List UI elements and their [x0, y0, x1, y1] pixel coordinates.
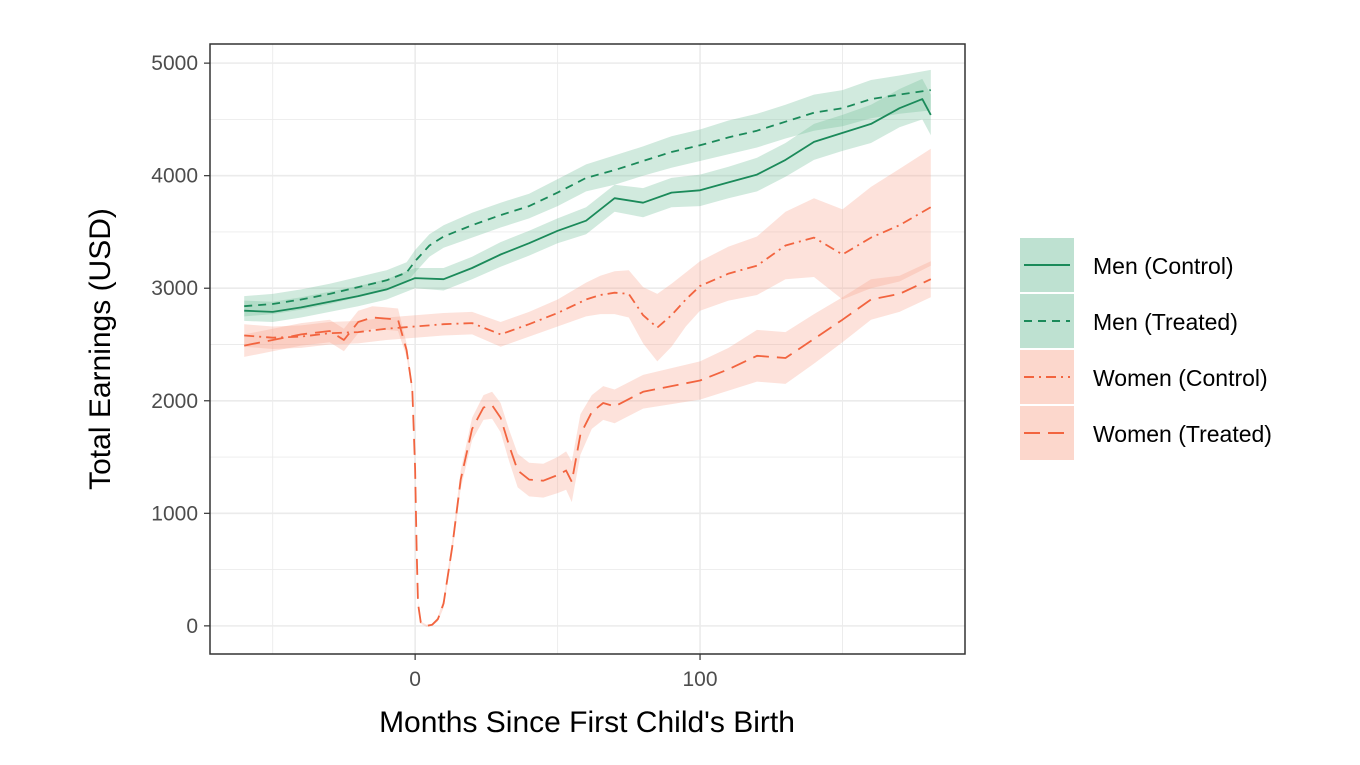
legend-item-women-treated: Women (Treated)	[1020, 406, 1272, 460]
band-1	[244, 69, 931, 317]
confidence-bands	[244, 69, 931, 627]
legend-label-men-treated: Men (Treated)	[1093, 309, 1238, 335]
y-axis-title: Total Earnings (USD)	[84, 208, 117, 490]
band-0	[244, 78, 931, 323]
legend: Men (Control) Men (Treated) Women (Contr…	[1020, 238, 1272, 460]
x-tick-label: 100	[683, 668, 718, 691]
legend-item-men-treated: Men (Treated)	[1020, 294, 1238, 348]
legend-label-women-control: Women (Control)	[1093, 365, 1268, 391]
y-tick-label: 5000	[151, 52, 198, 75]
series-lines	[244, 89, 932, 627]
axis-ticks: 0 1000 2000 3000 4000 5000 0 100	[151, 52, 717, 691]
y-tick-label: 2000	[151, 390, 198, 413]
series-line-1	[244, 89, 931, 308]
y-tick-label: 1000	[151, 502, 198, 525]
grid	[210, 44, 965, 654]
x-tick-label: 0	[409, 668, 421, 691]
plot-panel-border	[209, 43, 966, 655]
y-tick-label: 4000	[151, 165, 198, 188]
band-3	[244, 261, 931, 627]
legend-item-women-control: Women (Control)	[1020, 350, 1268, 404]
legend-item-men-control: Men (Control)	[1020, 238, 1234, 292]
series-line-0	[244, 98, 932, 313]
x-axis-title: Months Since First Child's Birth	[379, 706, 795, 739]
band-2	[244, 148, 931, 362]
y-tick-label: 3000	[151, 277, 198, 300]
legend-label-men-control: Men (Control)	[1093, 253, 1234, 279]
series-line-3	[244, 278, 932, 627]
legend-label-women-treated: Women (Treated)	[1093, 421, 1272, 447]
series-line-2	[244, 206, 932, 339]
y-tick-label: 0	[186, 615, 198, 638]
